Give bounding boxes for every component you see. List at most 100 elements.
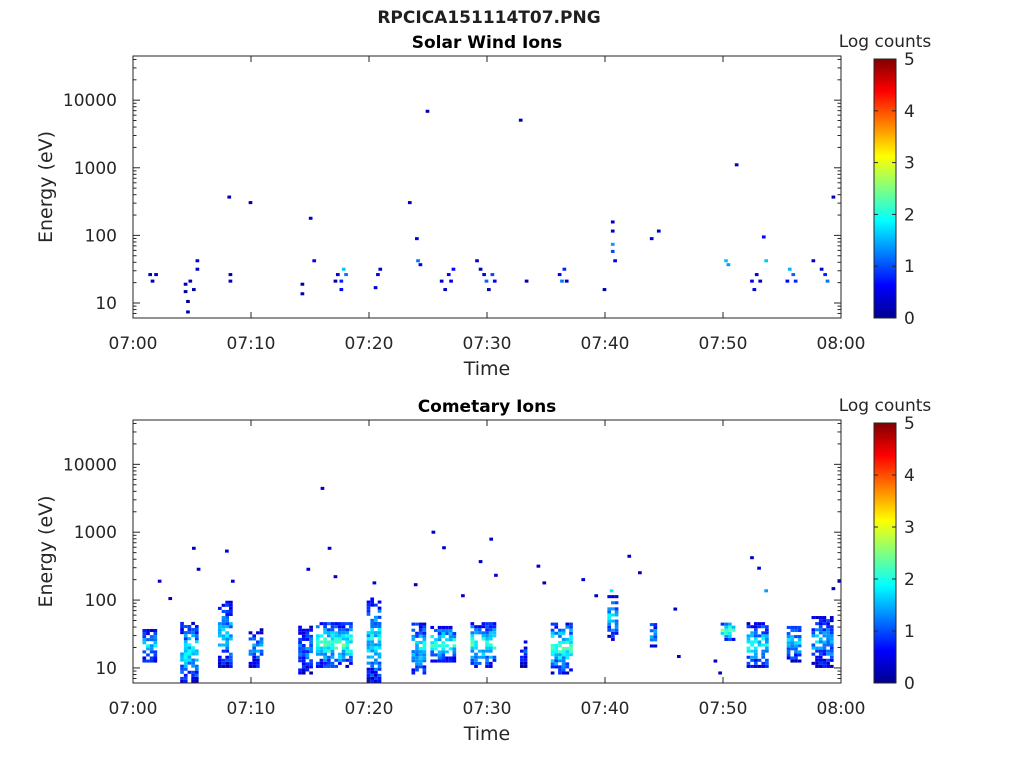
heatmap-cell [142,628,147,633]
heatmap-cell [452,656,457,660]
heatmap-cell [327,546,332,550]
heatmap-cell [323,655,327,659]
heatmap-cell [252,649,257,653]
heatmap-cell [349,637,353,641]
heatmap-cell [818,631,823,635]
heatmap-cell [818,640,823,644]
heatmap-cell [734,163,739,167]
heatmap-cell [221,637,226,641]
heatmap-cell [554,650,559,654]
heatmap-cell [377,621,382,625]
heatmap-cell [829,649,834,653]
heatmap-cell [330,649,335,653]
heatmap-cell [753,625,758,629]
heatmap-cell [411,656,416,660]
heatmap-cell [786,625,791,629]
heatmap-cell [374,615,378,619]
heatmap-cell [192,546,196,550]
heatmap-cell [797,653,802,657]
heatmap-cell [794,635,798,639]
heatmap-cell [180,652,184,656]
heatmap-cell [256,661,260,665]
heatmap-cell [448,647,453,651]
heatmap-cell [443,288,448,292]
heatmap-cell [341,625,346,629]
heatmap-cell [157,579,162,583]
heatmap-cell [422,640,427,644]
heatmap-cell [488,625,493,629]
heatmap-cell [448,625,453,629]
heatmap-cell [818,625,823,629]
heatmap-cell [341,655,346,659]
heatmap-cell [565,650,570,654]
heatmap-cell [366,609,371,613]
heatmap-cell [187,658,192,662]
heatmap-cell [430,641,435,645]
heatmap-cell [319,634,324,638]
heatmap-cell [422,665,427,669]
heatmap-cell [764,589,768,593]
heatmap-cell [345,658,350,662]
heatmap-cell [301,647,306,651]
heatmap-cell [477,661,482,665]
heatmap-cell [437,625,442,629]
heatmap-cell [377,606,382,610]
heatmap-cell [492,625,497,629]
heatmap-cell [649,644,654,648]
heatmap-cell [746,646,751,650]
heatmap-cell [221,625,226,629]
heatmap-cell [638,571,642,575]
heatmap-cell [822,658,827,662]
heatmap-cell [221,661,226,665]
heatmap-cell [518,118,523,122]
heatmap-cell [520,655,524,659]
heatmap-cell [229,609,233,613]
heatmap-cell [225,603,230,607]
heatmap-cell [611,637,615,641]
heatmap-cell [370,667,375,671]
heatmap-cell [377,667,382,671]
heatmap-cell [811,643,816,647]
heatmap-cell [761,625,766,629]
heatmap-cell [565,665,570,669]
heatmap-cell [256,649,260,653]
heatmap-cell [315,625,320,629]
heatmap-cell [180,679,184,683]
heatmap-cell [320,486,325,490]
heatmap-cell [345,664,350,668]
heatmap-cell [565,647,570,651]
heatmap-cell [330,655,335,659]
heatmap-cell [441,644,446,648]
x-tick-label: 07:30 [463,699,512,719]
heatmap-cell [829,631,834,635]
heatmap-cell [826,637,830,641]
heatmap-cell [298,625,302,629]
heatmap-cell [614,595,619,599]
chart-panel-2: Cometary Ions 07:00 07:10 07:20 07:30 07:40 07… [35,396,931,745]
heatmap-cell [191,658,195,662]
heatmap-cell [822,619,827,623]
heatmap-cell [221,622,226,626]
heatmap-cell [822,661,827,665]
heatmap-cell [194,667,199,671]
heatmap-cell [319,640,324,644]
heatmap-cell [338,637,342,641]
heatmap-cell [554,622,559,626]
heatmap-cell [339,288,344,292]
heatmap-cell [422,653,427,657]
heatmap-cell [815,646,819,650]
heatmap-cell [434,638,438,642]
heatmap-cell [448,635,453,639]
heatmap-cell [653,644,658,648]
heatmap-cell [627,554,632,558]
heatmap-cell [794,653,798,657]
heatmap-cell [797,628,802,633]
heatmap-cell [757,622,762,626]
heatmap-cell [415,237,419,241]
heatmap-cell [728,622,732,626]
chart-panel-1: Solar Wind Ions 07:00 07:10 07:20 07:30 07:40… [35,32,931,380]
heatmap-cell [372,581,377,585]
heatmap-cell [305,665,310,669]
heatmap-cell [153,628,158,633]
